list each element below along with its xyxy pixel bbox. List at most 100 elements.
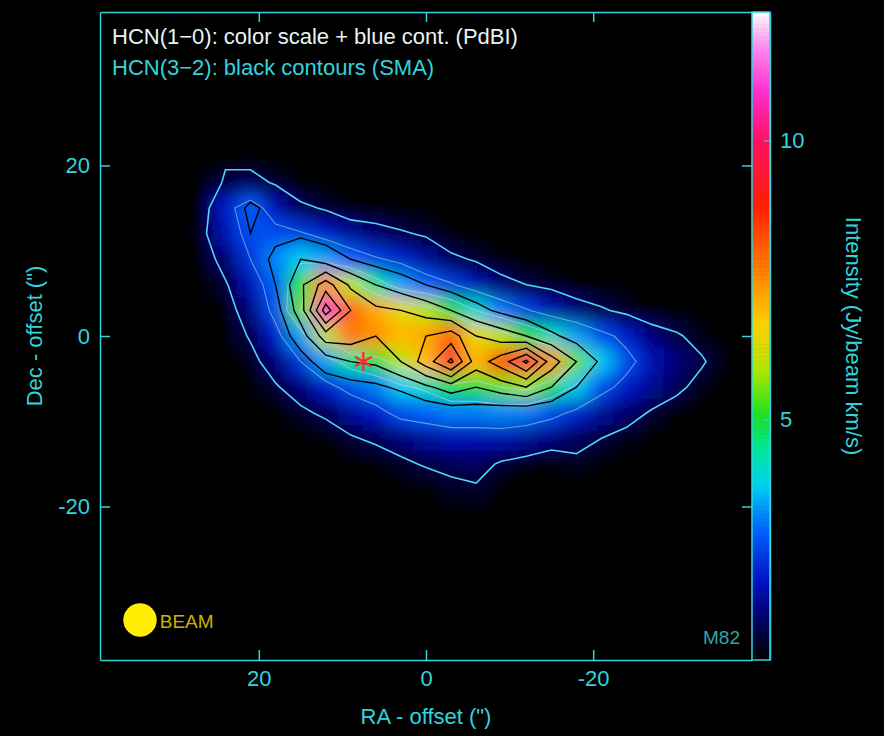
colorbar-step: [752, 595, 770, 600]
heat-cell: [513, 502, 539, 529]
y-axis: -20020: [58, 13, 110, 661]
tick: 0: [420, 650, 432, 691]
heat-cell: [237, 374, 263, 401]
heat-cell: [689, 169, 715, 196]
heat-cell: [639, 425, 665, 452]
colorbar-step: [752, 417, 770, 422]
colorbar-step: [752, 591, 770, 596]
heat-cell: [237, 297, 263, 324]
colorbar-step: [752, 73, 770, 78]
colorbar-step: [752, 202, 770, 207]
colorbar-step: [752, 283, 770, 288]
tick: 5: [764, 407, 792, 432]
point-marker: [355, 352, 372, 371]
colorbar-step: [752, 267, 770, 272]
colorbar-step: [752, 543, 770, 548]
colorbar-step: [752, 113, 770, 118]
colorbar: [752, 12, 770, 661]
heat-cell: [563, 220, 589, 247]
heat-cell: [689, 246, 715, 273]
hcn10-contours: [207, 170, 706, 483]
tick-mark: [100, 506, 110, 508]
colorbar-step: [752, 138, 770, 143]
heat-cell: [589, 348, 615, 375]
heat-cell: [664, 399, 690, 426]
colorbar-step: [752, 279, 770, 284]
heat-cell: [438, 425, 464, 452]
colorbar-step: [752, 551, 770, 556]
x-axis: 200-20: [101, 650, 753, 691]
heat-cell: [212, 246, 238, 273]
heat-cell: [288, 169, 314, 196]
colorbar-step: [752, 190, 770, 195]
colorbar-step: [752, 413, 770, 418]
tick-mark: [742, 165, 752, 167]
heat-cell: [664, 502, 690, 529]
heat-cell: [513, 425, 539, 452]
heat-cell: [187, 399, 213, 426]
heat-cell: [413, 476, 439, 503]
colorbar-step: [752, 121, 770, 126]
colorbar-step: [752, 89, 770, 94]
colorbar-title: Intensity (Jy/beam km/s): [841, 217, 866, 455]
heat-cell: [714, 451, 740, 478]
colorbar-step: [752, 352, 770, 357]
heat-cell: [413, 169, 439, 196]
heat-cell: [263, 323, 289, 350]
colorbar-step: [752, 259, 770, 264]
y-axis-right: [742, 13, 753, 661]
colorbar-step: [752, 385, 770, 390]
heat-cell: [162, 246, 188, 273]
tick: [742, 507, 752, 508]
heat-cell: [363, 502, 389, 529]
colorbar-step: [752, 486, 770, 491]
colorbar-step: [752, 287, 770, 292]
colorbar-step: [752, 20, 770, 25]
colorbar-step: [752, 85, 770, 90]
tick-mark: [593, 12, 595, 22]
heat-cell: [162, 169, 188, 196]
heat-cell: [237, 323, 263, 350]
hcn32-contour: [323, 304, 529, 363]
colorbar-step: [752, 425, 770, 430]
heat-cell: [288, 451, 314, 478]
tick-mark: [426, 12, 428, 22]
heat-cell: [563, 169, 589, 196]
heat-cell: [589, 451, 615, 478]
tick: [426, 12, 427, 22]
heat-cell: [589, 272, 615, 299]
heat-cell: [714, 169, 740, 196]
heat-cell: [689, 476, 715, 503]
heat-cell: [689, 425, 715, 452]
colorbar-step: [752, 125, 770, 130]
colorbar-step: [752, 300, 770, 305]
colorbar-step: [752, 462, 770, 467]
colorbar-step: [752, 105, 770, 110]
heat-cell: [563, 323, 589, 350]
heat-cell: [488, 169, 514, 196]
colorbar-step: [752, 129, 770, 134]
heat-cell: [589, 323, 615, 350]
tick: [742, 165, 752, 166]
colorbar-step: [752, 470, 770, 475]
heat-cell: [589, 220, 615, 247]
tick-mark: [764, 140, 770, 141]
heat-cell: [463, 169, 489, 196]
tick-label: 20: [66, 153, 90, 178]
heat-cell: [563, 246, 589, 273]
colorbar-step: [752, 48, 770, 53]
colorbar-step: [752, 275, 770, 280]
colorbar-step: [752, 648, 770, 653]
heat-cell: [538, 476, 564, 503]
colorbar-step: [752, 555, 770, 560]
annotation: HCN(3−2): black contours (SMA): [112, 55, 434, 80]
heat-cell: [463, 195, 489, 222]
heatmap: [162, 169, 740, 528]
heat-cell: [288, 220, 314, 247]
heat-cell: [589, 169, 615, 196]
heat-cell: [388, 399, 414, 426]
colorbar-step: [752, 227, 770, 232]
colorbar-step: [752, 174, 770, 179]
colorbar-step: [752, 368, 770, 373]
colorbar-step: [752, 583, 770, 588]
